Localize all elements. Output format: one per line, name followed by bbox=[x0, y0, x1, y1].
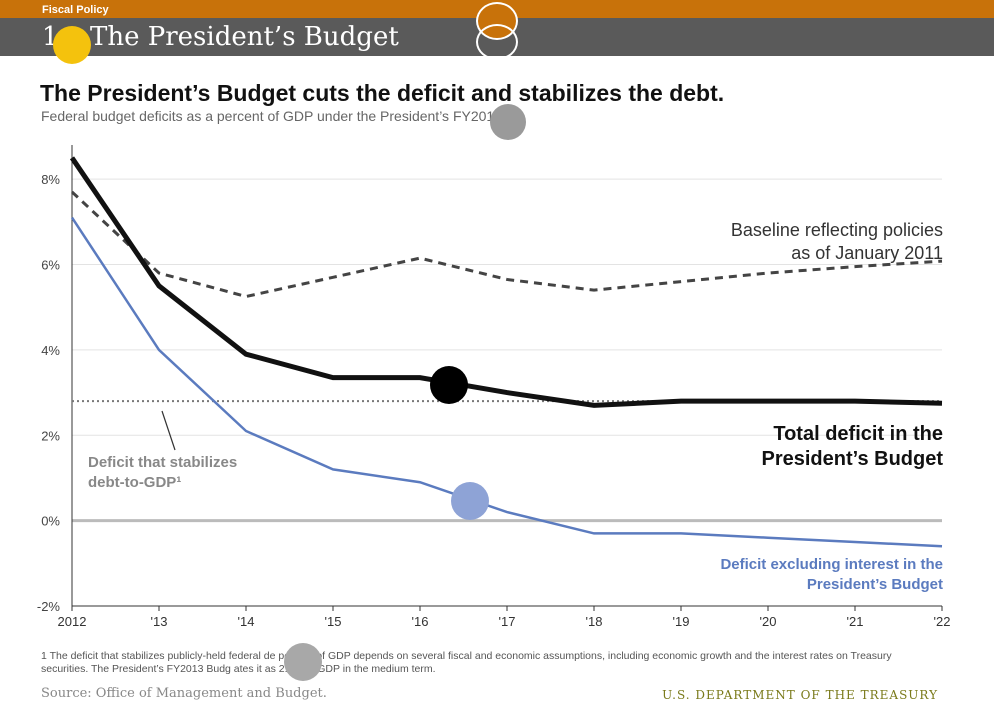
series-line-excluding_interest bbox=[70, 216, 943, 548]
y-tick-label: 4% bbox=[41, 343, 60, 358]
y-tick-label: 0% bbox=[41, 514, 60, 529]
marker-circle-gray bbox=[490, 104, 526, 140]
annotation-baseline-2: as of January 2011 bbox=[791, 243, 943, 263]
annotation-excl-1: Deficit excluding interest in the bbox=[720, 556, 943, 573]
y-tick-label: -2% bbox=[37, 599, 61, 614]
x-tick-label: 2012 bbox=[58, 614, 87, 629]
marker-circle-blue bbox=[451, 482, 489, 520]
x-tick-label: '17 bbox=[499, 614, 516, 629]
marker-circle-outline bbox=[476, 24, 518, 60]
chart-headline: The President’s Budget cuts the deficit … bbox=[40, 80, 725, 106]
x-tick-label: '19 bbox=[673, 614, 690, 629]
y-tick-label: 6% bbox=[41, 258, 60, 273]
annotation-baseline-1: Baseline reflecting policies bbox=[731, 220, 943, 240]
source-note: Source: Office of Management and Budget. bbox=[41, 686, 327, 701]
annotation-stabilize-2: debt-to-GDP¹ bbox=[88, 474, 181, 491]
x-tick-label: '15 bbox=[325, 614, 342, 629]
series-line-baseline bbox=[70, 190, 943, 299]
x-tick-label: '22 bbox=[934, 614, 951, 629]
x-tick-label: '13 bbox=[151, 614, 168, 629]
marker-circle-yellow bbox=[53, 26, 91, 64]
agency-name: U.S. DEPARTMENT OF THE TREASURY bbox=[662, 688, 938, 702]
annotation-leader-line bbox=[161, 410, 176, 451]
annotation-excl-2: President’s Budget bbox=[807, 576, 943, 593]
x-tick-label: '21 bbox=[847, 614, 864, 629]
section-label: Fiscal Policy bbox=[42, 4, 109, 16]
y-tick-label: 2% bbox=[41, 428, 60, 443]
x-tick-label: '20 bbox=[760, 614, 777, 629]
x-tick-label: '18 bbox=[586, 614, 603, 629]
marker-circle-gray-footnote bbox=[284, 643, 322, 681]
chart-subheadline: Federal budget deficits as a percent of … bbox=[41, 108, 516, 124]
annotation-total-2: President’s Budget bbox=[761, 448, 943, 470]
marker-circle-black bbox=[430, 366, 468, 404]
x-tick-label: '14 bbox=[238, 614, 255, 629]
page-heading: The President’s Budget bbox=[90, 22, 399, 52]
footnote: 1 The deficit that stabilizes publicly-h… bbox=[41, 650, 892, 675]
series-line-total bbox=[69, 156, 943, 408]
y-tick-label: 8% bbox=[41, 172, 60, 187]
x-tick-label: '16 bbox=[412, 614, 429, 629]
annotation-stabilize-1: Deficit that stabilizes bbox=[88, 454, 237, 471]
annotation-total-1: Total deficit in the bbox=[773, 423, 943, 445]
